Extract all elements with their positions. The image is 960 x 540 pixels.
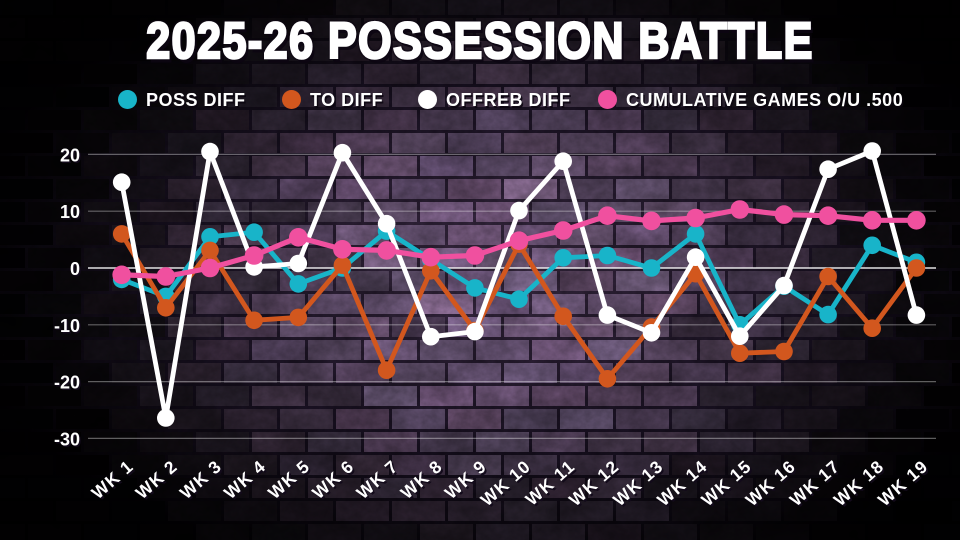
svg-text:-10: -10 — [55, 317, 81, 337]
svg-text:-20: -20 — [55, 374, 81, 394]
svg-text:20: 20 — [60, 145, 80, 165]
svg-text:-10: -10 — [54, 316, 80, 336]
svg-text:10: 10 — [61, 204, 81, 224]
svg-text:-30: -30 — [55, 431, 81, 451]
svg-text:WK 10: WK 10 — [477, 456, 535, 510]
svg-text:-30: -30 — [54, 429, 80, 449]
svg-text:WK 19: WK 19 — [874, 456, 932, 510]
svg-text:0: 0 — [70, 259, 80, 279]
svg-text:20: 20 — [61, 147, 81, 167]
svg-text:10: 10 — [60, 202, 80, 222]
svg-text:0: 0 — [71, 261, 81, 281]
svg-text:-20: -20 — [54, 373, 80, 393]
